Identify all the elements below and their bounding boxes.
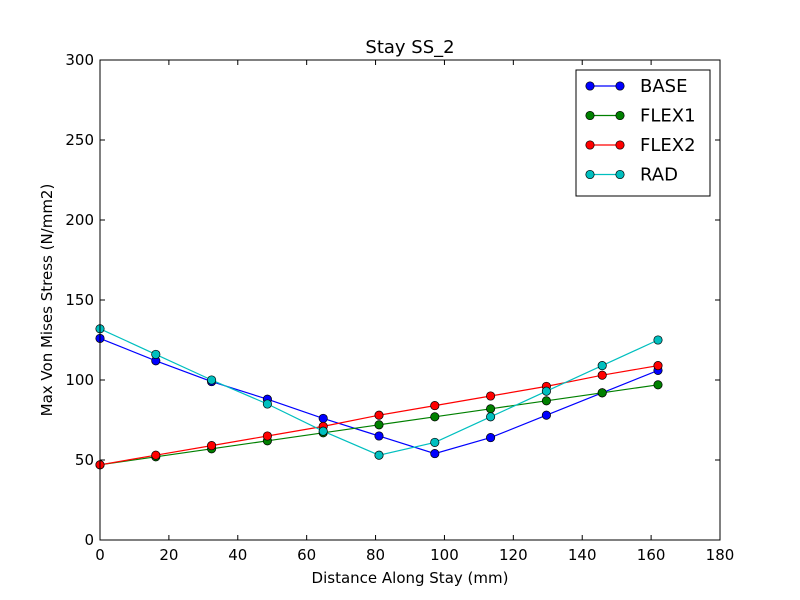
legend-marker — [585, 169, 595, 180]
data-point-rad — [430, 437, 440, 447]
data-point-base — [430, 449, 440, 459]
data-point-flex2 — [597, 370, 607, 380]
data-point-flex2 — [374, 410, 384, 420]
legend-marker — [615, 81, 625, 91]
y-tick-label: 100 — [65, 371, 94, 389]
legend-label: RAD — [640, 165, 678, 186]
x-tick-label: 120 — [499, 546, 528, 564]
x-tick-label: 20 — [159, 546, 178, 564]
data-point-rad — [207, 375, 217, 385]
legend-item-flex1: FLEX1 — [585, 106, 696, 127]
legend: BASE FLEX1 FLEX2 RAD — [575, 69, 711, 197]
data-point-flex2 — [653, 361, 663, 371]
x-tick-label: 160 — [637, 546, 666, 564]
data-point-flex1 — [374, 420, 384, 430]
data-point-flex2 — [262, 431, 272, 441]
x-tick-label: 60 — [297, 546, 316, 564]
data-point-flex1 — [541, 396, 551, 406]
y-tick-label: 300 — [65, 51, 94, 69]
y-tick-label: 50 — [75, 451, 94, 469]
legend-item-rad: RAD — [585, 165, 678, 186]
legend-marker — [585, 81, 595, 91]
x-tick-label: 100 — [430, 546, 459, 564]
data-point-rad — [262, 399, 272, 409]
data-point-base — [486, 433, 496, 443]
y-tick-label: 150 — [65, 291, 94, 309]
legend-label: FLEX1 — [640, 106, 696, 127]
legend-label: BASE — [640, 76, 687, 97]
data-point-rad — [374, 450, 384, 460]
data-point-flex1 — [430, 412, 440, 422]
y-tick-label: 250 — [65, 131, 94, 149]
x-axis: 0 20 40 60 80 100 120 140 160 180 — [95, 60, 734, 564]
x-tick-label: 80 — [366, 546, 385, 564]
data-point-rad — [318, 426, 328, 436]
data-point-base — [374, 431, 384, 441]
legend-marker — [585, 140, 595, 150]
data-point-flex1 — [653, 380, 663, 390]
data-point-flex2 — [486, 391, 496, 401]
data-point-base — [318, 413, 328, 423]
legend-item-base: BASE — [585, 76, 687, 97]
data-point-rad — [653, 335, 663, 345]
y-axis-title: Max Von Mises Stress (N/mm2) — [38, 184, 56, 417]
data-point-rad — [151, 349, 161, 359]
legend-marker — [615, 140, 625, 150]
data-point-flex2 — [207, 441, 217, 451]
y-tick-label: 200 — [65, 211, 94, 229]
y-tick-label: 0 — [84, 531, 94, 549]
data-point-flex2 — [430, 401, 440, 411]
data-point-flex1 — [486, 404, 496, 414]
legend-marker — [585, 110, 595, 121]
x-tick-label: 140 — [568, 546, 597, 564]
y-axis: 0 50 100 150 200 250 300 — [65, 51, 720, 549]
legend-item-flex2: FLEX2 — [585, 135, 696, 156]
x-tick-label: 0 — [95, 546, 105, 564]
x-tick-label: 180 — [706, 546, 735, 564]
legend-marker — [615, 110, 625, 121]
plot-area — [95, 324, 663, 470]
legend-label: FLEX2 — [640, 135, 696, 156]
chart-title: Stay SS_2 — [365, 37, 454, 58]
data-point-rad — [541, 386, 551, 396]
data-point-rad — [597, 361, 607, 371]
legend-marker — [615, 169, 625, 180]
data-point-flex2 — [151, 450, 161, 460]
x-tick-label: 40 — [228, 546, 247, 564]
x-axis-title: Distance Along Stay (mm) — [312, 569, 509, 587]
data-point-flex1 — [597, 388, 607, 398]
data-point-base — [541, 410, 551, 420]
data-point-rad — [486, 412, 496, 422]
